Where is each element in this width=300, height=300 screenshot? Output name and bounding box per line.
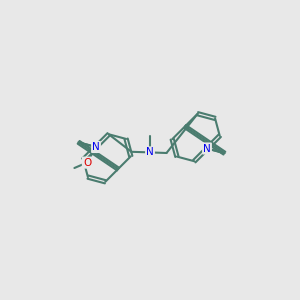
- Text: N: N: [146, 147, 154, 158]
- Text: N: N: [203, 143, 211, 154]
- Text: O: O: [83, 158, 91, 168]
- Text: N: N: [92, 142, 100, 152]
